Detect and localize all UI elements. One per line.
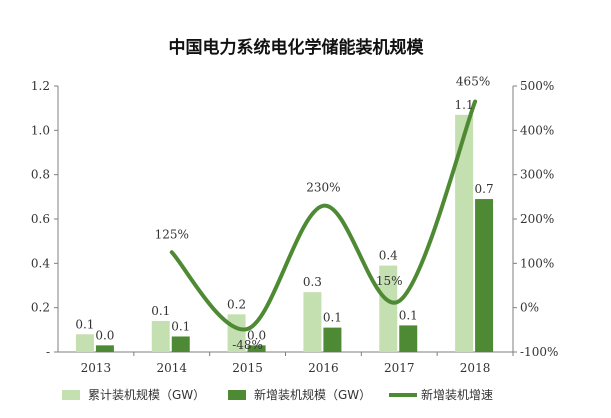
- bar-cumulative: [455, 114, 474, 352]
- bar-cumulative: [303, 292, 322, 352]
- legend-swatch: [228, 390, 246, 400]
- line-data-label: 465%: [456, 75, 490, 89]
- growth-rate-line: [169, 99, 478, 332]
- y-right-tick-label: 200%: [520, 212, 554, 226]
- x-tick-label: 2015: [232, 361, 263, 375]
- legend: 累计装机规模（GW） 新增装机规模（GW） 新增装机增速: [62, 387, 493, 402]
- bar-cumulative: [379, 265, 398, 352]
- legend-label: 累计装机规模（GW）: [88, 387, 205, 402]
- x-tick-label: 2016: [308, 361, 339, 375]
- bar-new: [399, 325, 418, 352]
- bar-data-label: 0.1: [399, 308, 418, 322]
- y-left-tick-label: 1.2: [31, 79, 50, 93]
- y-left-tick-label: 0.6: [31, 212, 50, 226]
- bar-data-label: 0.1: [75, 317, 94, 331]
- bar-data-label: 0.0: [95, 328, 114, 342]
- bar-new: [95, 345, 114, 352]
- bar-data-label: 0.2: [227, 297, 246, 311]
- bar-data-label: 0.3: [303, 275, 322, 289]
- x-tick-label: 2013: [81, 361, 112, 375]
- bar-new: [247, 345, 266, 352]
- bar-data-label: 0.7: [475, 182, 494, 196]
- line-data-label: 15%: [376, 274, 403, 288]
- bar-new: [475, 199, 494, 352]
- line-data-label: 230%: [306, 181, 340, 195]
- bar-new: [171, 336, 190, 352]
- bar-data-label: 0.1: [171, 319, 190, 333]
- legend-label: 新增装机增速: [421, 387, 493, 402]
- bar-data-label: 0.1: [323, 311, 342, 325]
- bar-cumulative: [151, 320, 170, 352]
- bar-data-label: 0.4: [379, 249, 398, 263]
- y-left-tick-label: 1.0: [31, 123, 50, 137]
- y-right-tick-label: 300%: [520, 168, 554, 182]
- bar-data-label: 0.0: [247, 328, 266, 342]
- y-left-tick-label: 0.2: [31, 301, 50, 315]
- legend-swatch: [62, 390, 80, 400]
- y-right-tick-label: 100%: [520, 256, 554, 270]
- line-data-label: -48%: [232, 338, 263, 352]
- y-right-tick-label: 0%: [520, 301, 539, 315]
- y-right-tick-label: -100%: [520, 345, 558, 359]
- legend-label: 新增装机规模（GW）: [254, 387, 371, 402]
- y-left-tick-label: -: [46, 345, 50, 359]
- y-right-tick-label: 500%: [520, 79, 554, 93]
- y-left-tick-label: 0.8: [31, 168, 50, 182]
- bar-new: [323, 327, 342, 352]
- x-tick-label: 2014: [156, 361, 187, 375]
- bar-cumulative: [75, 334, 94, 352]
- bar-data-label: 0.1: [151, 304, 170, 318]
- chart-title: 中国电力系统电化学储能装机规模: [169, 37, 425, 58]
- x-tick-label: 2017: [384, 361, 415, 375]
- y-right-tick-label: 400%: [520, 123, 554, 137]
- x-tick-label: 2018: [460, 361, 491, 375]
- bar-data-label: 1.1: [455, 98, 474, 112]
- plot-area: - 0.2 0.4 0.6 0.8 1.0 1.2 -100% 0% 100% 200% 300% 40…: [31, 75, 558, 375]
- y-left-tick-label: 0.4: [31, 256, 50, 270]
- line-data-label: 125%: [155, 227, 189, 241]
